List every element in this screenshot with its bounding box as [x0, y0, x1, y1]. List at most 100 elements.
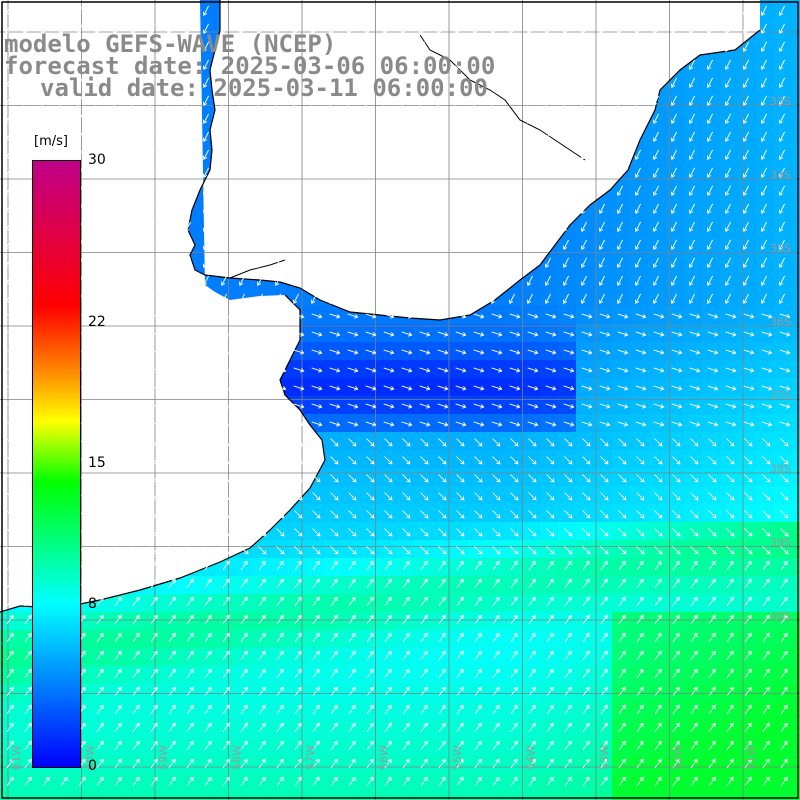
wind-arrow — [762, 528, 771, 537]
wind-arrow — [114, 650, 122, 661]
wind-arrow — [328, 185, 335, 196]
wind-arrow — [132, 596, 140, 607]
wind-arrow — [582, 740, 590, 751]
wind-arrow — [690, 510, 699, 519]
wind-arrow — [456, 614, 464, 625]
wind-arrow — [240, 560, 248, 571]
wind-arrow — [564, 474, 573, 483]
wind-arrow — [312, 722, 320, 733]
wind-arrow — [654, 740, 662, 751]
wind-arrow — [222, 596, 230, 607]
wind-arrow — [364, 77, 371, 88]
wind-arrow — [654, 528, 663, 537]
wind-arrow — [544, 185, 551, 196]
wind-arrow — [672, 614, 680, 625]
wind-arrow — [744, 632, 752, 643]
wind-arrow — [598, 59, 605, 70]
wind-arrow — [204, 722, 212, 733]
wind-arrow — [690, 650, 698, 661]
wind-arrow — [726, 650, 734, 661]
wind-arrow — [366, 704, 374, 715]
wind-arrow — [778, 77, 785, 88]
wind-arrow — [527, 403, 539, 409]
wind-arrow — [204, 704, 212, 715]
wind-arrow — [150, 776, 158, 787]
wind-arrow — [148, 239, 155, 250]
wind-arrow — [780, 686, 788, 697]
wind-arrow — [94, 95, 101, 106]
wind-arrow — [401, 367, 413, 373]
wind-arrow — [202, 95, 209, 106]
wind-arrow — [564, 686, 572, 697]
wind-arrow — [383, 331, 395, 337]
wind-arrow — [131, 349, 143, 355]
wind-arrow — [402, 474, 411, 483]
wind-arrow — [690, 438, 699, 447]
wind-speed-cell — [792, 468, 800, 486]
wind-arrow — [526, 203, 533, 214]
wind-arrow — [112, 149, 119, 160]
wind-arrow — [544, 5, 551, 16]
wind-arrow — [220, 275, 227, 286]
wind-arrow — [654, 456, 663, 465]
wind-arrow — [402, 668, 410, 679]
wind-arrow — [779, 331, 791, 337]
wind-arrow — [528, 740, 536, 751]
wind-arrow — [186, 456, 195, 465]
wind-arrow — [544, 221, 551, 232]
wind-arrow — [96, 776, 104, 787]
wind-speed-cell — [684, 792, 702, 800]
wind-arrow — [383, 313, 395, 319]
wind-arrow — [58, 149, 65, 160]
wind-arrow — [708, 758, 716, 769]
wind-arrow — [635, 349, 647, 355]
wind-speed-cell — [792, 450, 800, 468]
wind-arrow — [328, 5, 335, 16]
wind-arrow — [168, 510, 177, 519]
wind-arrow — [222, 528, 231, 537]
wind-speed-cell — [468, 792, 486, 800]
wind-arrow — [580, 59, 587, 70]
wind-arrow — [438, 740, 446, 751]
wind-arrow — [437, 385, 449, 391]
wind-arrow — [562, 275, 569, 286]
wind-arrow — [688, 203, 695, 214]
wind-arrow — [724, 275, 731, 286]
wind-arrow — [24, 492, 33, 501]
wind-arrow — [400, 77, 407, 88]
wind-arrow — [166, 23, 173, 34]
wind-arrow — [312, 510, 321, 519]
wind-arrow — [582, 704, 590, 715]
wind-arrow — [418, 149, 425, 160]
wind-arrow — [4, 239, 11, 250]
wind-arrow — [294, 528, 303, 537]
wind-speed-cell — [0, 792, 18, 800]
wind-arrow — [636, 492, 645, 501]
wind-arrow — [528, 776, 536, 787]
wind-arrow — [726, 740, 734, 751]
wind-arrow — [562, 257, 569, 268]
wind-arrow — [528, 578, 536, 589]
wind-arrow — [256, 293, 263, 304]
wind-arrow — [383, 385, 395, 391]
wind-arrow — [330, 704, 338, 715]
wind-arrow — [618, 776, 626, 787]
wind-arrow — [436, 257, 443, 268]
wind-arrow — [113, 331, 125, 337]
wind-arrow — [744, 686, 752, 697]
wind-arrow — [132, 456, 141, 465]
wind-arrow — [292, 131, 299, 142]
wind-arrow — [688, 239, 695, 250]
wind-arrow — [618, 438, 627, 447]
wind-arrow — [690, 632, 698, 643]
wind-arrow — [778, 41, 785, 52]
wind-arrow — [419, 349, 431, 355]
wind-arrow — [258, 456, 267, 465]
wind-arrow — [634, 221, 641, 232]
wind-arrow — [528, 456, 537, 465]
wind-arrow — [238, 41, 245, 52]
wind-arrow — [328, 95, 335, 106]
wind-arrow — [598, 167, 605, 178]
wind-arrow — [256, 275, 263, 286]
wind-arrow — [24, 560, 32, 571]
